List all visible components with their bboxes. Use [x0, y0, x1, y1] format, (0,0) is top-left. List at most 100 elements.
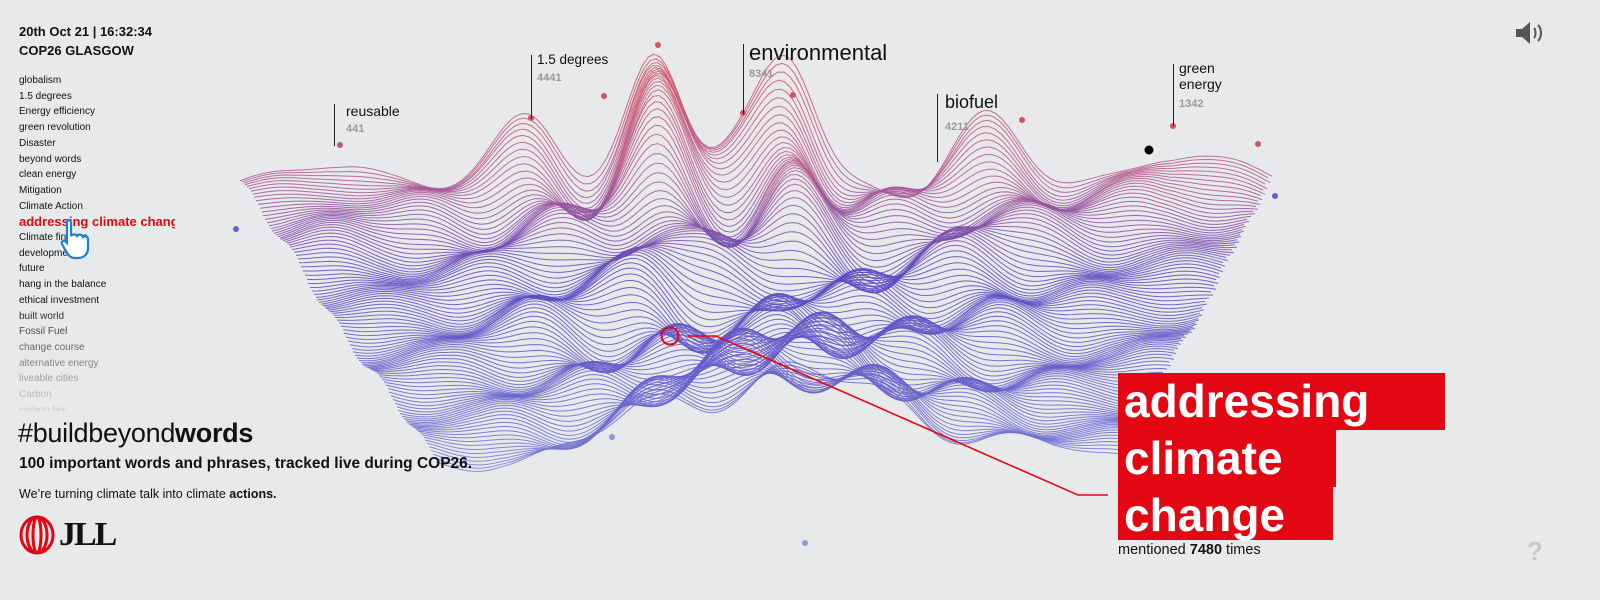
- landscape-contour-line: [309, 244, 1217, 298]
- word-point[interactable]: [233, 226, 239, 232]
- word-list-item[interactable]: Energy efficiency: [19, 106, 95, 118]
- word-point[interactable]: [655, 42, 661, 48]
- word-point[interactable]: [1019, 117, 1025, 123]
- landscape-contour-line: [288, 197, 1238, 284]
- word-point[interactable]: [1255, 141, 1261, 147]
- landscape-contour-line: [340, 293, 1194, 354]
- landscape-contour-line: [410, 334, 1138, 436]
- word-list-item[interactable]: liveable cities: [19, 373, 79, 385]
- hashtag-bold: words: [175, 418, 254, 448]
- landscape-contour-line: [415, 347, 1137, 446]
- word-list-item[interactable]: hang in the balance: [19, 279, 107, 291]
- word-list-item[interactable]: globalism: [19, 75, 62, 86]
- landscape-contour-line: [239, 53, 1273, 199]
- word-list-item[interactable]: Disaster: [19, 137, 56, 149]
- mention-suffix: times: [1226, 542, 1261, 558]
- word-list-item[interactable]: Fossil Fuel: [19, 326, 68, 338]
- landscape-contour-line: [349, 306, 1185, 358]
- word-list-item[interactable]: future: [19, 263, 45, 275]
- word-list-item[interactable]: Mitigation: [19, 184, 62, 196]
- landscape-contour-line: [243, 62, 1271, 196]
- landscape-contour-line: [259, 84, 1257, 221]
- landscape-contour-line: [241, 58, 1269, 198]
- word-point[interactable]: [1272, 193, 1278, 199]
- landscape-contour-line: [289, 204, 1233, 288]
- word-list-item[interactable]: carbon tax: [19, 404, 66, 411]
- landscape-contour-line: [343, 296, 1191, 353]
- landscape-contour-line: [361, 316, 1179, 374]
- word-point[interactable]: [802, 540, 808, 546]
- landscape-contour-line: [333, 286, 1199, 348]
- jll-logo-mark-icon: [19, 515, 55, 555]
- word-list-item[interactable]: green revolution: [19, 122, 91, 134]
- landscape-contour-line: [266, 108, 1252, 231]
- landscape-contour-line: [264, 101, 1256, 225]
- jll-logo[interactable]: JLL: [19, 515, 117, 555]
- word-point[interactable]: [609, 434, 615, 440]
- landscape-contour-line: [282, 178, 1238, 268]
- tagline: We’re turning climate talk into climate …: [19, 487, 277, 501]
- landscape-contour-line: [293, 221, 1231, 293]
- word-point[interactable]: [337, 142, 343, 148]
- landscape-contour-line: [304, 235, 1224, 287]
- word-list-item[interactable]: Carbon: [19, 389, 52, 401]
- word-point[interactable]: [601, 93, 607, 99]
- highlight-line: climate: [1118, 430, 1336, 487]
- landscape-contour-line: [262, 94, 1254, 220]
- datetime: 20th Oct 21 | 16:32:34: [19, 24, 152, 39]
- word-list-item[interactable]: Climate finance: [19, 232, 88, 244]
- word-point[interactable]: [1170, 123, 1176, 129]
- landscape-contour-line: [347, 303, 1189, 352]
- word-list-item[interactable]: clean energy: [19, 169, 77, 181]
- landscape-contour-line: [351, 309, 1187, 362]
- landscape-contour-line: [356, 316, 1180, 372]
- mention-prefix: mentioned: [1118, 542, 1186, 558]
- highlighted-word-box: addressing climate change: [1118, 373, 1445, 541]
- landscape-contour-line: [401, 328, 1147, 420]
- peak-count: 8341: [749, 68, 774, 80]
- landscape-contour-line: [250, 70, 1266, 214]
- marker-dot: [1144, 145, 1154, 155]
- word-list-item[interactable]: addressing climate change: [19, 214, 175, 230]
- landscape-contour-line: [406, 328, 1140, 427]
- word-list-item[interactable]: development: [19, 247, 77, 259]
- peak-count: 441: [346, 123, 365, 135]
- peak-word: biofuel: [945, 92, 999, 112]
- landscape-contour-line: [414, 342, 1136, 443]
- peak-count: 1342: [1179, 98, 1204, 110]
- landscape-contour-line: [325, 262, 1203, 328]
- highlight-connector: [660, 326, 1108, 496]
- word-list-item[interactable]: change course: [19, 341, 85, 353]
- word-list-item[interactable]: built world: [19, 310, 65, 322]
- speaker-icon[interactable]: [1514, 20, 1546, 46]
- word-list-item[interactable]: 1.5 degrees: [19, 90, 72, 102]
- logo-text: JLL: [59, 516, 117, 553]
- word-point[interactable]: [790, 92, 796, 98]
- landscape-contour-line: [302, 232, 1222, 290]
- word-list-item[interactable]: ethical investment: [19, 294, 100, 306]
- landscape-contour-line: [329, 273, 1201, 340]
- landscape-contour-line: [342, 294, 1196, 354]
- landscape-contour-line: [381, 311, 1163, 394]
- landscape-contour-line: [358, 315, 1182, 373]
- word-list-item[interactable]: Climate Action: [19, 200, 83, 212]
- peak-word: 1.5 degrees: [537, 52, 609, 67]
- question-mark-icon[interactable]: ?: [1527, 536, 1543, 566]
- peak-word: reusable: [346, 103, 400, 119]
- landscape-contour-line: [397, 332, 1149, 415]
- hashtag-prefix: #buildbeyond: [18, 418, 176, 448]
- landscape-contour-line: [300, 230, 1226, 292]
- word-list-item[interactable]: beyond words: [19, 153, 82, 165]
- landscape-contour-line: [298, 228, 1224, 293]
- word-list-item[interactable]: alternative energy: [19, 357, 99, 369]
- hand-pointer-icon: [60, 218, 90, 260]
- landscape-contour-line: [280, 173, 1242, 262]
- landscape-contour-line: [408, 331, 1142, 432]
- landscape-contour-line: [399, 330, 1151, 418]
- landscape-contour-line: [311, 245, 1219, 303]
- subtitle: 100 important words and phrases, tracked…: [19, 455, 473, 472]
- hashtag: #buildbeyondwords: [18, 418, 253, 449]
- landscape-contour-line: [246, 66, 1268, 204]
- landscape-contour-line: [261, 89, 1259, 221]
